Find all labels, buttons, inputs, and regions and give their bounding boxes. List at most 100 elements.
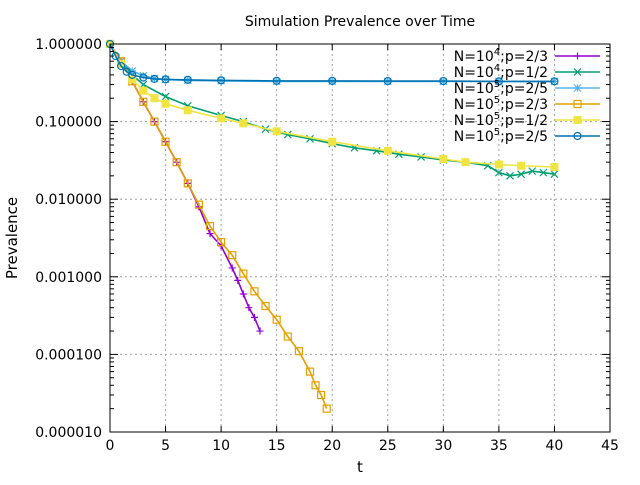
series-point xyxy=(383,146,392,155)
series-layer xyxy=(105,39,559,413)
legend-swatch-marker xyxy=(573,99,582,109)
series-point xyxy=(128,70,137,79)
y-tick-label: 0.010000 xyxy=(35,192,102,208)
legend-label: N=105;p=2/5 xyxy=(454,79,548,97)
series-point xyxy=(172,158,181,167)
series-point xyxy=(217,114,226,123)
y-tick-label: 1.000000 xyxy=(35,37,102,53)
legend-label: N=105;p=2/3 xyxy=(454,95,548,113)
legend-label: N=105;p=2/5 xyxy=(454,127,548,145)
x-tick-label: 15 xyxy=(268,438,286,454)
series-point xyxy=(322,404,331,413)
tick-layer: 0 5 10 15 20 25 30 35 40 45 0.000010 0.000100 0.0010… xyxy=(35,37,619,454)
series-point xyxy=(494,160,503,169)
legend-swatch-marker xyxy=(573,116,582,124)
series-point xyxy=(128,75,137,84)
x-tick-label: 5 xyxy=(161,438,170,454)
series-point xyxy=(328,137,337,146)
series-point xyxy=(311,381,320,390)
x-tick-label: 0 xyxy=(106,438,115,454)
series-point xyxy=(294,347,303,356)
x-tick-label: 30 xyxy=(434,438,452,454)
x-tick-label: 25 xyxy=(379,438,397,454)
series-point xyxy=(517,170,526,179)
series-point xyxy=(528,167,537,176)
series-point xyxy=(550,77,559,86)
series-point xyxy=(183,179,192,188)
legend: N=104;p=2/3N=104;p=1/2N=105;p=2/5N=105;p… xyxy=(454,47,600,145)
y-tick-label: 0.000010 xyxy=(35,425,102,441)
series-point xyxy=(139,86,148,95)
series-point xyxy=(461,158,470,167)
x-axis-title: t xyxy=(357,458,363,476)
series-point xyxy=(139,73,148,82)
series-point xyxy=(283,332,292,341)
series-point xyxy=(150,94,159,103)
series-point xyxy=(161,137,170,146)
series-point xyxy=(245,304,253,312)
series-point xyxy=(183,75,192,84)
series-point xyxy=(328,76,337,85)
series-point xyxy=(228,251,237,260)
series-point xyxy=(517,161,526,170)
legend-label: N=104;p=1/2 xyxy=(454,63,548,81)
legend-swatch-marker xyxy=(573,84,582,92)
series-point xyxy=(217,238,226,247)
series-point xyxy=(305,367,315,376)
x-tick-label: 20 xyxy=(323,438,341,454)
series-group xyxy=(105,39,331,413)
series-point xyxy=(494,168,503,177)
series-point xyxy=(234,276,242,284)
legend-swatch-marker xyxy=(573,131,582,141)
series-point xyxy=(150,74,159,84)
series-point xyxy=(539,168,548,177)
plot-frame xyxy=(109,43,611,433)
legend-swatch-marker xyxy=(573,68,582,76)
series-line xyxy=(109,43,328,409)
series-point xyxy=(150,117,159,126)
series-point xyxy=(272,127,281,136)
y-axis-title: Prevalence xyxy=(3,197,21,279)
series-point xyxy=(217,76,226,85)
series-point xyxy=(261,301,270,311)
series-point xyxy=(256,327,264,335)
legend-label: N=104;p=2/3 xyxy=(454,47,548,65)
series-point xyxy=(250,313,258,321)
series-point xyxy=(205,222,215,231)
series-point xyxy=(239,119,248,128)
series-point xyxy=(183,106,192,115)
series-point xyxy=(250,287,259,296)
x-tick-label: 45 xyxy=(601,438,619,454)
series-point xyxy=(272,76,281,85)
series-point xyxy=(317,390,326,400)
series-point xyxy=(117,61,126,71)
x-tick-label: 40 xyxy=(546,438,564,454)
series-point xyxy=(239,290,247,298)
series-point xyxy=(272,315,281,324)
series-point xyxy=(206,230,214,238)
series-point xyxy=(494,77,503,86)
series-point xyxy=(506,171,514,180)
series-point xyxy=(550,162,559,171)
series-point xyxy=(161,99,170,108)
series-point xyxy=(194,200,203,209)
series-point xyxy=(139,71,148,80)
grid-layer xyxy=(110,44,610,432)
y-tick-label: 0.000100 xyxy=(35,347,102,363)
series-point xyxy=(550,77,559,86)
series-group xyxy=(105,39,559,86)
series-point xyxy=(161,92,170,101)
series-point xyxy=(550,170,559,179)
legend-label: N=105;p=1/2 xyxy=(454,111,548,129)
x-tick-label: 10 xyxy=(212,438,230,454)
series-point xyxy=(228,264,236,272)
series-point xyxy=(383,76,392,86)
y-tick-label: 0.100000 xyxy=(35,115,102,131)
legend-swatch-marker xyxy=(574,52,581,60)
series-point xyxy=(439,76,448,86)
chart-title: Simulation Prevalence over Time xyxy=(245,14,475,30)
series-point xyxy=(139,97,148,106)
